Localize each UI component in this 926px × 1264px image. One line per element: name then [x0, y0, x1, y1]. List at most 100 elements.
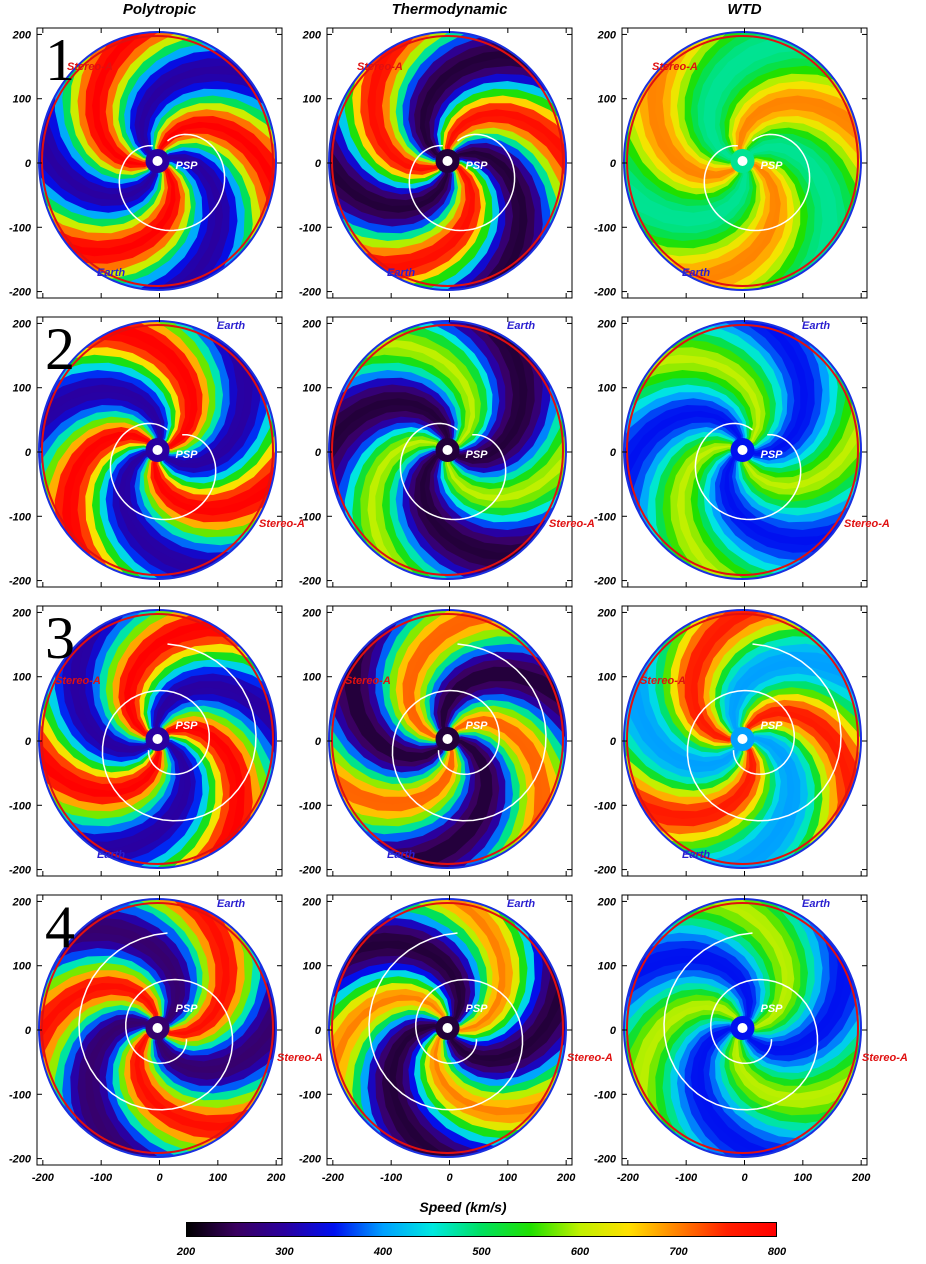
speed-sector: [329, 61, 462, 249]
stereo-orbit: [331, 35, 564, 287]
y-tick-label: 0: [315, 447, 322, 459]
speed-sector: [39, 728, 238, 868]
psp-trajectory: [368, 932, 524, 1111]
psp-label: PSP: [466, 720, 489, 732]
y-tick-label: 200: [12, 29, 32, 41]
speed-sector: [329, 321, 529, 462]
speed-sector: [735, 666, 861, 868]
sun-marker: [737, 734, 748, 744]
speed-sector: [366, 438, 566, 579]
speed-sector: [39, 321, 231, 458]
speed-sector: [70, 32, 257, 175]
speed-sector: [675, 445, 861, 579]
stereo-a-label: Stereo-A: [55, 675, 101, 687]
colorbar: [186, 1222, 777, 1237]
speed-sector: [90, 1023, 276, 1157]
speed-sector: [624, 728, 823, 868]
speed-sector: [728, 651, 861, 839]
psp-label: PSP: [176, 160, 199, 172]
stereo-orbit: [626, 35, 859, 287]
speed-sector: [670, 32, 861, 168]
y-tick-label: 100: [303, 94, 322, 106]
psp-label: PSP: [761, 720, 784, 732]
y-tick-label: 100: [303, 672, 322, 684]
speed-sector: [374, 442, 566, 579]
earth-orbit: [623, 31, 862, 291]
y-tick-label: 200: [597, 896, 617, 908]
speed-sector: [732, 81, 861, 283]
speed-sector: [150, 899, 276, 1102]
y-tick-label: -100: [9, 800, 32, 812]
row-number: 1: [45, 27, 75, 93]
speed-sector: [624, 732, 815, 868]
y-tick-label: 200: [12, 896, 32, 908]
y-tick-label: -200: [299, 576, 322, 588]
speed-sector: [735, 321, 861, 524]
speed-sector: [643, 147, 830, 290]
speed-sector: [70, 610, 257, 753]
speed-sector: [731, 331, 861, 532]
speed-sector: [329, 899, 529, 1040]
speed-sector: [39, 61, 172, 249]
speed-sector: [624, 321, 824, 462]
sun-marker: [442, 156, 453, 166]
speed-sector: [146, 331, 276, 532]
earth-orbit: [328, 609, 567, 869]
plot-panel: 200 100 0 -100 -200 Earth Stereo-A PSP: [594, 27, 868, 299]
speed-sector: [624, 617, 753, 819]
x-tick-label: -100: [380, 1172, 403, 1184]
speed-sector: [624, 32, 750, 234]
speed-sector: [624, 961, 748, 1157]
earth-orbit: [38, 609, 277, 869]
psp-label: PSP: [176, 720, 199, 732]
speed-sector: [624, 39, 753, 241]
speed-sector: [348, 725, 535, 868]
speed-sector: [150, 666, 276, 868]
y-tick-label: -200: [9, 865, 32, 877]
column-title: WTD: [727, 1, 762, 18]
plot-panel: -200 200 -100 100 0 0 100 -100 200 -200 Earth Stere…: [9, 894, 323, 1184]
column-title: Thermodynamic: [391, 1, 508, 18]
colorbar-tick-label: 600: [570, 1246, 590, 1258]
x-tick-label: 100: [209, 1172, 228, 1184]
speed-sector: [669, 1020, 861, 1157]
y-tick-label: 0: [315, 736, 322, 748]
speed-sector: [643, 725, 830, 868]
speed-sector: [39, 954, 165, 1157]
speed-sector: [624, 61, 757, 249]
speed-sector: [366, 1016, 566, 1157]
speed-map: [39, 32, 276, 290]
speed-sector: [735, 899, 861, 1102]
sun-marker: [442, 734, 453, 744]
plot-panel: 200 100 0 -100 -200 Earth Stereo-A PSP: [9, 316, 305, 588]
speed-sector: [624, 946, 754, 1147]
stereo-a-label: Stereo-A: [640, 675, 686, 687]
y-tick-label: 0: [25, 158, 32, 170]
x-tick-label: -100: [675, 1172, 698, 1184]
colorbar-tick-label: 700: [669, 1246, 688, 1258]
y-tick-label: 100: [598, 672, 617, 684]
sun-marker: [442, 1023, 453, 1033]
speed-sector: [329, 732, 520, 868]
row-number: 3: [45, 605, 75, 671]
speed-sector: [147, 81, 276, 283]
earth-label: Earth: [802, 320, 830, 332]
plot-panel: 200 100 0 -100 -200 Earth Stereo-A PSP: [299, 27, 573, 299]
speed-sector: [367, 610, 566, 750]
y-tick-label: 0: [315, 158, 322, 170]
speed-sector: [737, 899, 861, 1095]
speed-sector: [735, 88, 861, 290]
y-tick-label: 200: [12, 318, 32, 330]
speed-sector: [737, 321, 861, 517]
speed-sector: [39, 610, 165, 812]
panel-svg: 200 100 0 -100 -200 Earth Stereo-A PSP: [299, 27, 573, 299]
speed-sector: [624, 610, 750, 812]
speed-sector: [76, 438, 276, 579]
y-tick-label: 200: [12, 607, 32, 619]
speed-sector: [85, 32, 276, 168]
psp-label: PSP: [761, 449, 784, 461]
y-tick-label: 0: [25, 447, 32, 459]
stereo-orbit: [626, 902, 859, 1154]
speed-map: [624, 610, 861, 868]
speed-sector: [624, 899, 810, 1033]
